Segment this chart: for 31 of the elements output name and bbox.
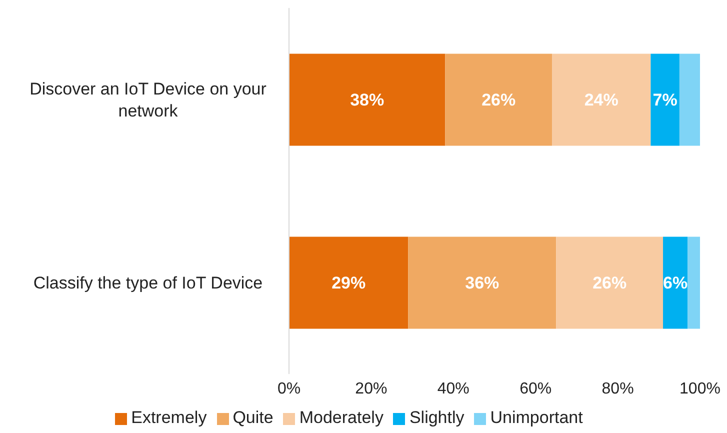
bar <box>663 236 688 329</box>
bar <box>556 236 664 329</box>
legend-label: Moderately <box>299 408 384 427</box>
data-label: 36% <box>465 273 500 292</box>
x-tick-label: 40% <box>437 380 470 398</box>
data-label: 26% <box>482 90 516 110</box>
data-label: 29% <box>332 273 366 292</box>
bar <box>289 236 408 329</box>
legend-label: Extremely <box>131 408 207 427</box>
x-tick-label: 0% <box>277 380 301 398</box>
x-tick-label: 20% <box>355 380 388 398</box>
bar <box>289 54 446 146</box>
x-tick-label: 100% <box>680 380 720 398</box>
legend-label: Quite <box>232 408 274 427</box>
bar <box>445 54 552 146</box>
x-tick-label: 60% <box>520 380 552 398</box>
legend-label: Slightly <box>409 408 464 427</box>
data-label: 38% <box>350 90 384 110</box>
x-tick-label: 80% <box>602 380 634 398</box>
bar <box>679 54 700 146</box>
data-label: 26% <box>592 273 627 292</box>
bar <box>688 236 700 329</box>
legend-label: Unimportant <box>490 408 583 427</box>
y-tick-label: Classify the type of IoT Device <box>33 273 263 292</box>
data-label: 7% <box>652 90 678 110</box>
data-label: 6% <box>663 273 688 292</box>
data-label: 24% <box>584 90 618 110</box>
y-tick-label: Discover an IoT Device on your network <box>30 79 267 120</box>
bar <box>650 54 680 146</box>
bar <box>408 236 556 329</box>
bar <box>552 54 651 146</box>
